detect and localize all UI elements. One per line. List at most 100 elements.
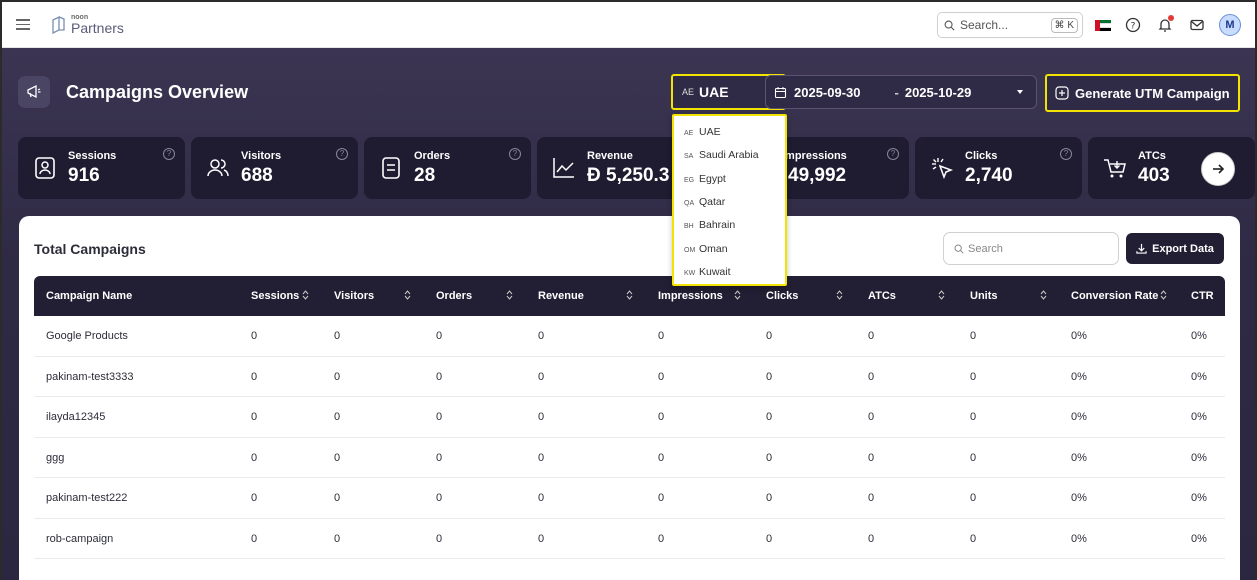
campaign-search-input[interactable]: Search — [943, 232, 1119, 265]
table-cell: 0 — [766, 532, 773, 545]
plus-square-icon — [1055, 86, 1069, 100]
date-range-picker[interactable]: 2025-09-30 - 2025-10-29 — [765, 75, 1037, 109]
sort-icon[interactable] — [938, 289, 945, 301]
table-cell: 0% — [1071, 411, 1087, 423]
col-header-units[interactable]: Units — [970, 290, 998, 302]
help-icon[interactable]: ? — [163, 148, 175, 160]
table-row[interactable]: ilayda12345 0 0 0 0 0 0 0 0 0% 0% — [34, 397, 1225, 438]
country-option-name: Egypt — [699, 173, 726, 185]
table-row[interactable]: ggg 0 0 0 0 0 0 0 0 0% 0% — [34, 438, 1225, 478]
sort-icon[interactable] — [404, 289, 411, 301]
sort-icon[interactable] — [506, 289, 513, 301]
table-cell: pakinam-test222 — [46, 492, 128, 504]
table-cell: 0% — [1071, 532, 1087, 545]
sort-icon[interactable] — [836, 289, 843, 301]
table-cell: 0 — [970, 451, 977, 464]
table-row[interactable]: pakinam-test3333 0 0 0 0 0 0 0 0 0% 0% — [34, 357, 1225, 397]
col-header-sessions[interactable]: Sessions — [251, 290, 300, 302]
stat-value: 688 — [241, 165, 273, 186]
table-cell: 0 — [436, 492, 443, 504]
country-option-oman[interactable]: OM Oman — [684, 243, 728, 255]
logo[interactable]: noon Partners — [50, 14, 124, 35]
country-option-name: Oman — [699, 243, 728, 255]
table-cell: 0% — [1191, 532, 1207, 545]
help-icon[interactable]: ? — [509, 148, 521, 160]
table-cell: 0 — [538, 411, 545, 423]
stat-label: Revenue — [587, 150, 633, 162]
stat-value: 403 — [1138, 165, 1170, 186]
sort-icon[interactable] — [734, 289, 741, 301]
sort-icon[interactable] — [302, 289, 309, 301]
help-icon[interactable]: ? — [887, 148, 899, 160]
global-search-input[interactable]: Search... ⌘ K — [937, 12, 1083, 38]
table-cell: 0 — [436, 330, 443, 342]
table-cell: ggg — [46, 451, 65, 464]
table-cell: 0 — [538, 532, 545, 545]
table-body: Google Products 0 0 0 0 0 0 0 0 0% 0% pakinam-test3… — [34, 316, 1225, 559]
country-option-kuwait[interactable]: KW Kuwait — [684, 266, 731, 278]
top-bar: noon Partners Search... ⌘ K ? M — [2, 2, 1255, 48]
col-header-orders[interactable]: Orders — [436, 290, 473, 302]
country-option-saudi-arabia[interactable]: SA Saudi Arabia — [684, 149, 759, 161]
search-placeholder: Search — [968, 242, 1003, 255]
generate-utm-button[interactable]: Generate UTM Campaign — [1045, 74, 1240, 112]
sort-icon[interactable] — [1160, 289, 1167, 301]
stat-value: 28 — [414, 165, 436, 186]
table-cell: 0 — [538, 492, 545, 504]
stat-card-visitors: Visitors 688 ? — [191, 137, 358, 199]
table-cell: 0 — [334, 451, 341, 464]
table-cell: 0 — [251, 492, 258, 504]
col-header-campaign-name[interactable]: Campaign Name — [46, 290, 133, 302]
help-icon[interactable]: ? — [1060, 148, 1072, 160]
stat-card-orders: Orders 28 ? — [364, 137, 531, 199]
logo-icon — [52, 15, 65, 34]
table-cell: 0 — [538, 330, 545, 342]
next-arrow-button[interactable] — [1201, 152, 1235, 186]
export-data-button[interactable]: Export Data — [1126, 233, 1224, 264]
col-header-revenue[interactable]: Revenue — [538, 290, 584, 302]
orders-icon — [382, 157, 400, 179]
table-row[interactable]: rob-campaign 0 0 0 0 0 0 0 0 0% 0% — [34, 519, 1225, 559]
avatar[interactable]: M — [1219, 14, 1241, 36]
table-cell: 0 — [868, 492, 875, 504]
hero-section: Campaigns Overview AE UAE 2025-09-30 - 2… — [2, 48, 1255, 580]
export-label: Export Data — [1152, 242, 1214, 255]
country-option-uae[interactable]: AE UAE — [684, 126, 721, 138]
table-cell: 0 — [658, 532, 665, 545]
mail-icon[interactable] — [1187, 15, 1207, 35]
table-cell: 0 — [766, 370, 773, 383]
search-icon — [944, 20, 955, 30]
sort-icon[interactable] — [1040, 289, 1047, 301]
help-icon[interactable]: ? — [336, 148, 348, 160]
country-option-qatar[interactable]: QA Qatar — [684, 196, 725, 208]
country-option-egypt[interactable]: EG Egypt — [684, 173, 726, 185]
table-cell: 0 — [970, 330, 977, 342]
table-cell: 0 — [766, 492, 773, 504]
col-header-ctr[interactable]: CTR — [1191, 290, 1214, 302]
notification-bell-icon[interactable] — [1155, 15, 1175, 35]
stat-label: ATCs — [1138, 150, 1166, 162]
table-row[interactable]: Google Products 0 0 0 0 0 0 0 0 0% 0% — [34, 316, 1225, 357]
col-header-impressions[interactable]: Impressions — [658, 290, 723, 302]
table-cell: 0 — [334, 411, 341, 423]
stat-card-sessions: Sessions 916 ? — [18, 137, 185, 199]
trend-chart-icon — [553, 158, 574, 178]
col-header-conversion-rate[interactable]: Conversion Rate — [1071, 290, 1159, 302]
help-icon[interactable]: ? — [1123, 15, 1143, 35]
table-cell: 0 — [334, 370, 341, 383]
menu-icon[interactable] — [16, 19, 30, 30]
table-cell: 0 — [970, 492, 977, 504]
table-cell: 0 — [251, 451, 258, 464]
table-cell: 0% — [1071, 370, 1087, 383]
calendar-icon — [774, 86, 787, 98]
table-cell: 0 — [868, 451, 875, 464]
col-header-clicks[interactable]: Clicks — [766, 290, 799, 302]
table-row[interactable]: pakinam-test222 0 0 0 0 0 0 0 0 0% 0% — [34, 478, 1225, 519]
country-option-bahrain[interactable]: BH Bahrain — [684, 219, 735, 231]
col-header-atcs[interactable]: ATCs — [868, 290, 896, 302]
cursor-click-icon — [932, 158, 954, 180]
sort-icon[interactable] — [626, 289, 633, 301]
country-option-code: KW — [684, 270, 696, 277]
col-header-visitors[interactable]: Visitors — [334, 290, 375, 302]
uae-flag-icon[interactable] — [1095, 19, 1111, 31]
